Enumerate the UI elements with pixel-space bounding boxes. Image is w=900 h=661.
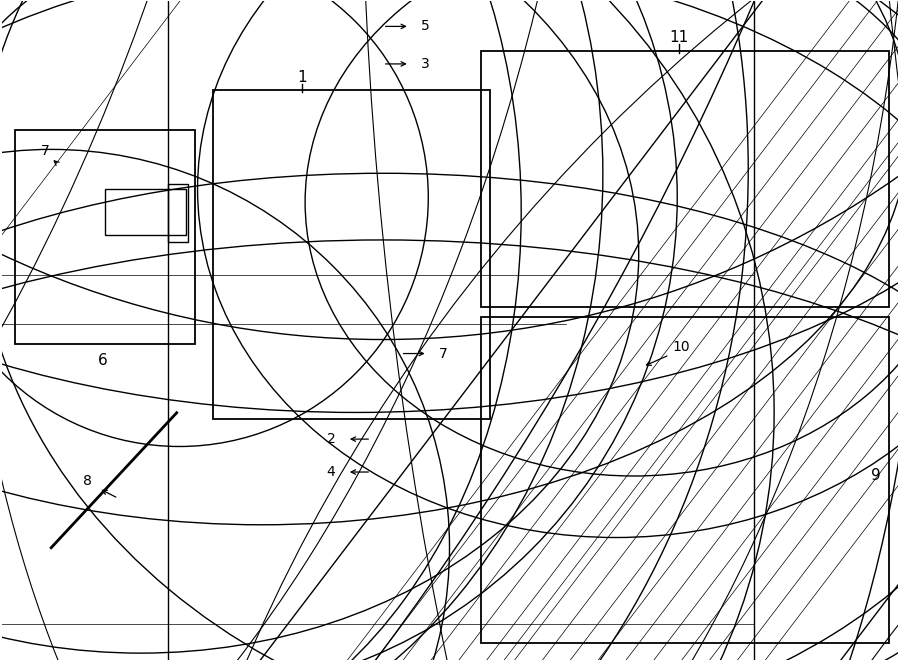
Text: 6: 6 (98, 352, 108, 368)
Text: 3: 3 (421, 57, 430, 71)
Text: 11: 11 (669, 30, 689, 45)
Text: 2: 2 (327, 432, 336, 446)
Text: 10: 10 (672, 340, 690, 354)
Bar (212, 91, 490, 419)
Text: 4: 4 (327, 465, 336, 479)
Bar (482, 51, 889, 307)
Bar (15, 130, 194, 344)
Bar (482, 317, 889, 643)
Text: 7: 7 (439, 346, 448, 360)
Text: 8: 8 (83, 473, 92, 488)
Text: 5: 5 (421, 19, 430, 34)
Text: 1: 1 (297, 69, 307, 85)
Text: 7: 7 (40, 145, 50, 159)
Text: 9: 9 (871, 468, 880, 483)
